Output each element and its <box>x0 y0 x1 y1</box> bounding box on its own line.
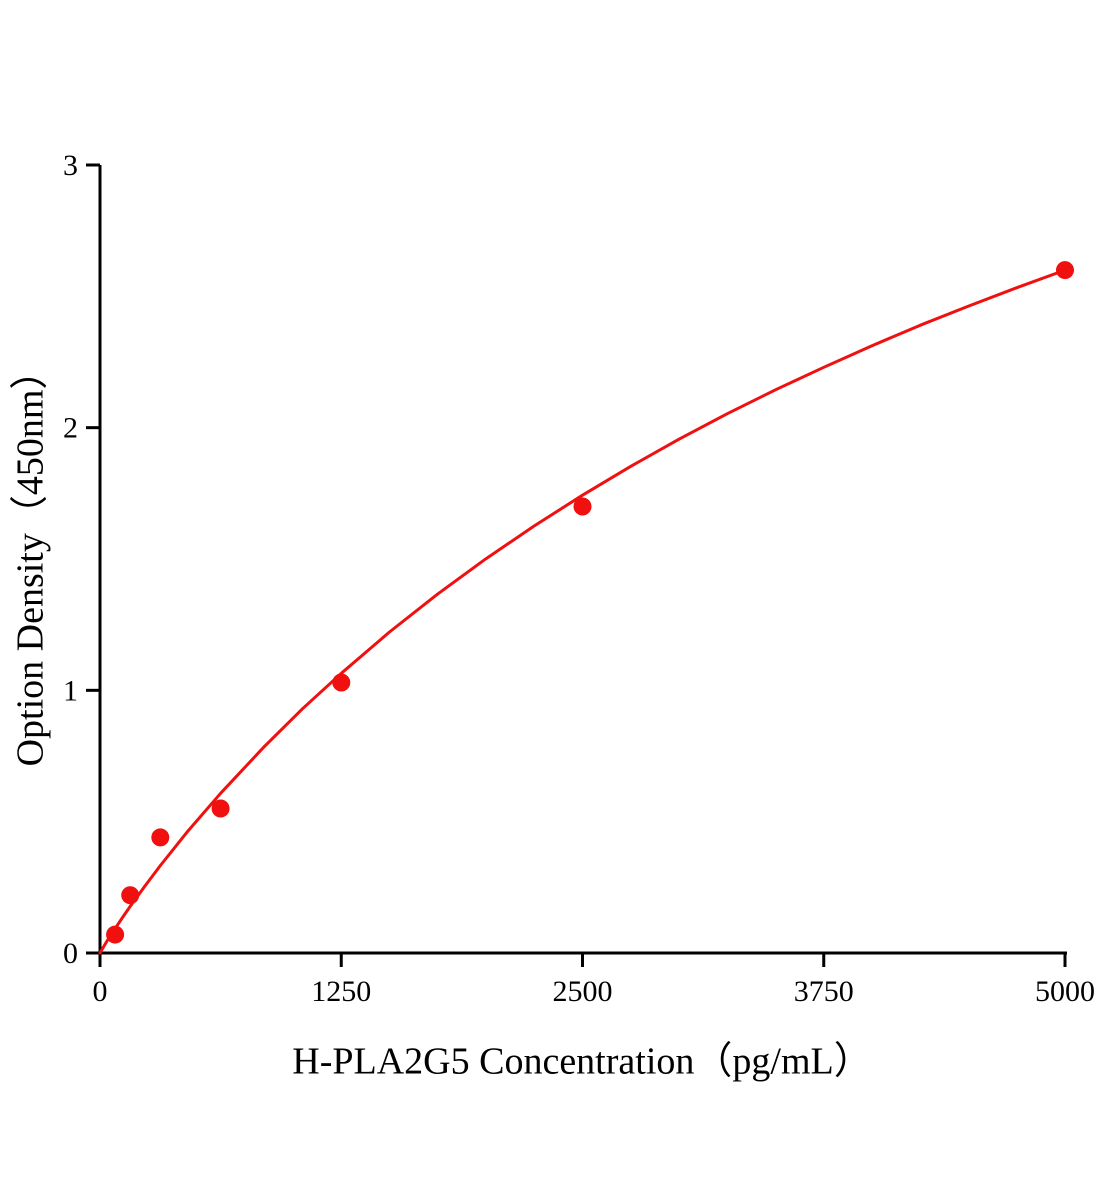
x-tick-label: 3750 <box>794 975 854 1008</box>
x-tick-label: 1250 <box>311 975 371 1008</box>
y-tick-label: 1 <box>63 674 78 707</box>
data-point <box>211 799 230 818</box>
data-point <box>573 497 592 516</box>
x-tick-label: 0 <box>93 975 108 1008</box>
x-tick-label: 2500 <box>553 975 613 1008</box>
data-point <box>151 828 170 847</box>
data-point <box>332 673 351 692</box>
fit-curve <box>98 268 1067 955</box>
y-axis-title: Option Density（450nm） <box>9 351 52 767</box>
data-point <box>121 886 140 905</box>
data-point <box>106 925 125 944</box>
x-axis-title: H-PLA2G5 Concentration（pg/mL） <box>292 1040 872 1083</box>
y-tick-label: 2 <box>63 412 78 445</box>
y-tick-label: 3 <box>63 149 78 182</box>
x-tick-label: 5000 <box>1035 975 1095 1008</box>
y-tick-label: 0 <box>63 937 78 970</box>
data-point <box>1056 261 1074 280</box>
